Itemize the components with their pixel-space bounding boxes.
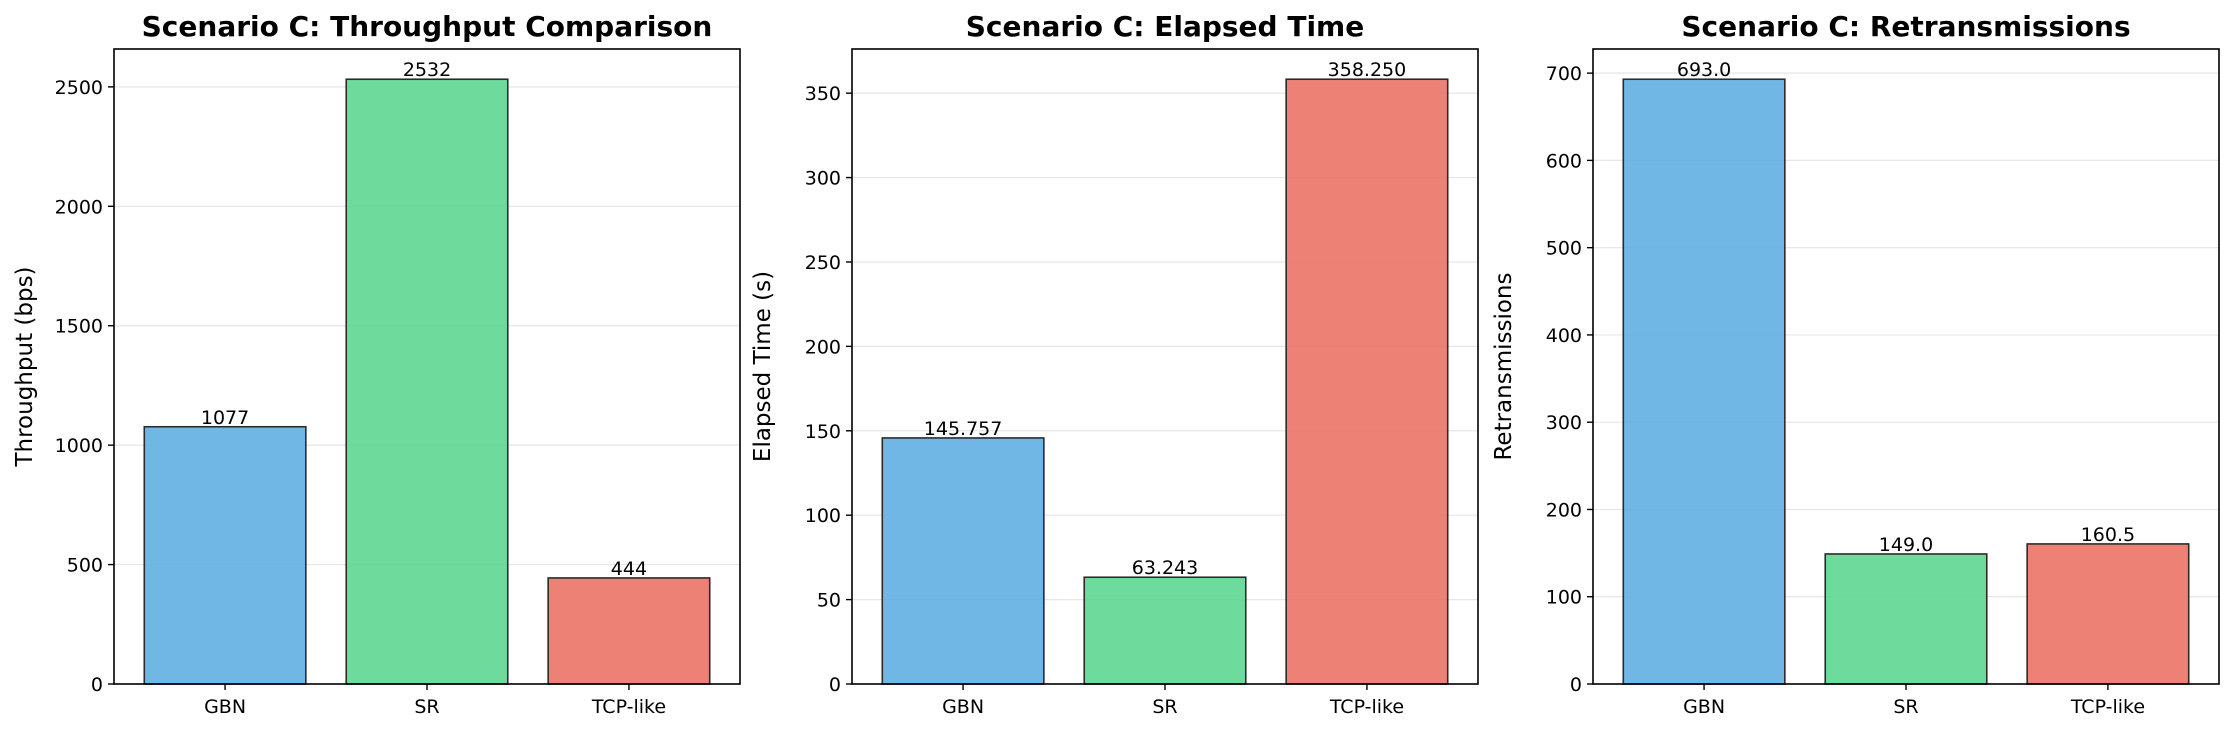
plot-frame [113, 48, 741, 685]
y-tick-label: 0 [1570, 674, 1582, 696]
bar-tcp-like [547, 577, 711, 685]
y-tick-label: 250 [805, 252, 841, 274]
y-tick-label: 0 [829, 674, 841, 696]
y-tick-label: 0 [91, 674, 103, 696]
y-tick-label: 2000 [55, 196, 103, 218]
x-tick-label: GBN [1683, 696, 1725, 718]
y-tick-label: 300 [805, 168, 841, 190]
y-tick-label: 1500 [55, 316, 103, 338]
bar-gbn [143, 425, 307, 685]
bar-sr [345, 78, 509, 685]
y-tick-label: 200 [805, 336, 841, 358]
bars: 1077 2532 444 [143, 59, 711, 685]
bars: 145.757 63.243 358.250 [881, 59, 1449, 685]
chart-title: Scenario C: Throughput Comparison [142, 10, 713, 43]
y-axis-label: Throughput (bps) [12, 266, 38, 467]
data-label: 160.5 [2081, 524, 2135, 546]
y-tick-label: 150 [805, 421, 841, 443]
x-tick-label: GBN [942, 696, 984, 718]
y-tick-label: 300 [1546, 412, 1582, 434]
bar-sr [1824, 553, 1988, 685]
y-tick-label: 2500 [55, 77, 103, 99]
x-tick-label: SR [1893, 696, 1918, 718]
data-label: 145.757 [924, 418, 1003, 440]
plot-frame [851, 48, 1479, 685]
y-tick-label: 700 [1546, 63, 1582, 85]
bars: 693.0 149.0 160.5 [1622, 59, 2190, 685]
plot-frame [1592, 48, 2220, 685]
x-tick-label: TCP-like [2070, 696, 2145, 718]
y-tick-label: 500 [1546, 238, 1582, 260]
y-tick-label: 500 [67, 555, 103, 577]
bar-sr [1083, 576, 1247, 685]
chart-panel-2: 145.757 63.243 358.250 GBN SR TCP-like 0 50 100 1… [750, 10, 1479, 718]
data-label: 2532 [403, 59, 451, 81]
bar-gbn [881, 437, 1045, 685]
data-label: 149.0 [1879, 534, 1933, 556]
bar-gbn [1622, 78, 1786, 685]
data-label: 63.243 [1132, 557, 1198, 579]
y-tick-label: 50 [817, 590, 841, 612]
bar-tcp-like [1285, 78, 1449, 685]
chart-title: Scenario C: Retransmissions [1681, 10, 2130, 43]
chart-panel-1: 1077 2532 444 GBN SR TCP-like 0 500 1000 1500 2000… [12, 10, 741, 718]
y-tick-label: 1000 [55, 435, 103, 457]
data-label: 358.250 [1328, 59, 1407, 81]
data-label: 693.0 [1677, 59, 1731, 81]
bar-tcp-like [2026, 543, 2190, 685]
x-tick-label: TCP-like [591, 696, 666, 718]
chart-title: Scenario C: Elapsed Time [966, 10, 1364, 43]
y-tick-label: 400 [1546, 325, 1582, 347]
y-tick-label: 200 [1546, 499, 1582, 521]
y-tick-label: 350 [805, 83, 841, 105]
y-tick-label: 100 [1546, 587, 1582, 609]
chart-panel-3: 693.0 149.0 160.5 GBN SR TCP-like 0 100 200 300 40… [1491, 10, 2220, 718]
y-axis-label: Elapsed Time (s) [750, 271, 776, 462]
x-tick-label: SR [1152, 696, 1177, 718]
data-label: 1077 [201, 407, 249, 429]
x-tick-label: TCP-like [1329, 696, 1404, 718]
x-tick-label: GBN [204, 696, 246, 718]
y-tick-label: 600 [1546, 150, 1582, 172]
data-label: 444 [611, 558, 647, 580]
x-tick-label: SR [414, 696, 439, 718]
y-axis-label: Retransmissions [1491, 272, 1517, 460]
y-tick-label: 100 [805, 505, 841, 527]
